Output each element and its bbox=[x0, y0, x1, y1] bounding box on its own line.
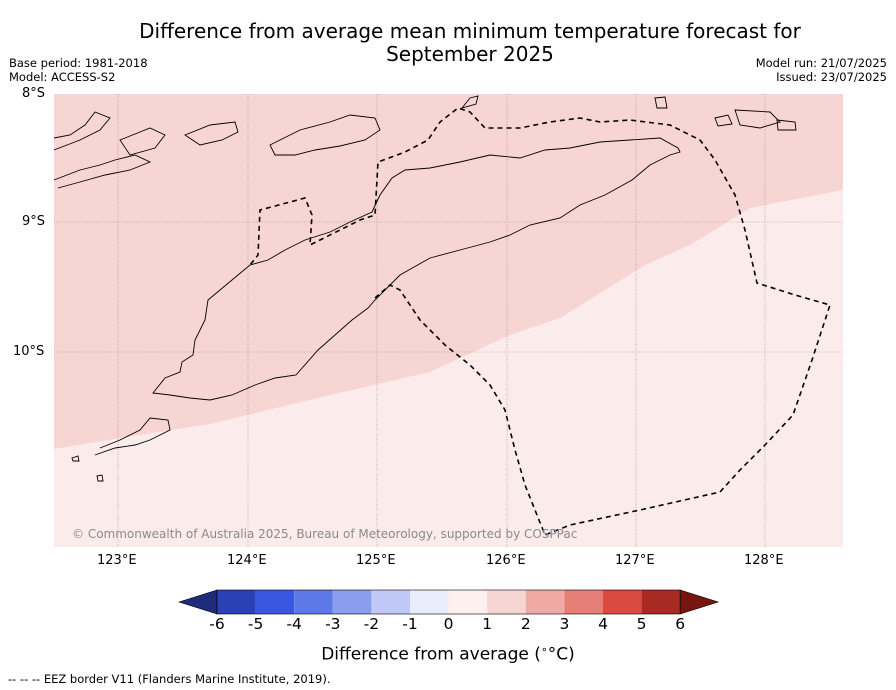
colorbar-label-unit: °C) bbox=[547, 644, 575, 665]
lat-label-9s: 9°S bbox=[22, 214, 46, 229]
babar-coastline bbox=[654, 96, 668, 109]
wetar-coastline bbox=[269, 114, 381, 156]
colorbar-segment bbox=[217, 590, 256, 614]
eez-borders bbox=[249, 107, 832, 537]
lon-label-126e: 126°E bbox=[486, 553, 526, 568]
pantar-coastline bbox=[119, 127, 166, 156]
base-period-info: Base period: 1981-2018 Model: ACCESS-S2 bbox=[9, 56, 148, 84]
title-line-1: Difference from average mean minimum tem… bbox=[139, 19, 801, 43]
colorbar-segment bbox=[603, 590, 642, 614]
lon-label-128e: 128°E bbox=[744, 553, 784, 568]
colorbar-segment bbox=[525, 590, 565, 614]
colorbar-tick-label: -2 bbox=[363, 615, 380, 633]
colorbar-tick-label: 4 bbox=[598, 615, 608, 633]
timor-coastline bbox=[152, 137, 681, 401]
small-island-2 bbox=[714, 114, 733, 127]
colorbar-tick-label: -4 bbox=[286, 615, 302, 633]
colorbar-tick-label: -3 bbox=[325, 615, 341, 633]
rote-coastline bbox=[94, 417, 171, 456]
colorbar-segment bbox=[448, 590, 488, 614]
colorbar-border bbox=[216, 589, 681, 615]
colorbar-tick-label: 6 bbox=[675, 615, 686, 633]
copyright-notice: © Commonwealth of Australia 2025, Bureau… bbox=[72, 527, 578, 541]
eez-border-timor-leste bbox=[249, 107, 832, 537]
colorbar-extend-low bbox=[178, 589, 218, 615]
small-island-1 bbox=[460, 95, 479, 109]
colorbar-tick-label: 5 bbox=[636, 615, 647, 633]
small-island-4 bbox=[96, 474, 104, 482]
lat-label-8s: 8°S bbox=[22, 86, 46, 101]
colorbar-segment bbox=[564, 590, 603, 614]
small-island-3 bbox=[776, 119, 797, 131]
map-title: Difference from average mean minimum tem… bbox=[95, 20, 845, 66]
colorbar-tick-label: -1 bbox=[402, 615, 418, 633]
eez-footnote: -- -- -- EEZ border V11 (Flanders Marine… bbox=[8, 672, 331, 686]
colorbar-tick-label: 0 bbox=[443, 615, 454, 633]
gridlines bbox=[54, 94, 843, 547]
alor-coastline bbox=[184, 121, 239, 146]
colorbar bbox=[178, 589, 720, 615]
model-run-text: Model run: 21/07/2025 bbox=[755, 56, 887, 70]
lon-label-125e: 125°E bbox=[356, 553, 396, 568]
flores-coastline bbox=[53, 111, 111, 151]
tanimbar-coastline bbox=[734, 109, 781, 129]
issued-text: Issued: 23/07/2025 bbox=[776, 70, 887, 84]
lon-label-127e: 127°E bbox=[615, 553, 655, 568]
lon-label-123e: 123°E bbox=[97, 553, 137, 568]
colorbar-tick-label: 2 bbox=[520, 615, 531, 633]
colorbar-tick-label: 1 bbox=[482, 615, 493, 633]
coastlines bbox=[53, 95, 797, 482]
colorbar-label: Difference from average (∘°C) bbox=[321, 643, 575, 665]
title-line-2: September 2025 bbox=[386, 42, 554, 66]
colorbar-segment bbox=[487, 590, 526, 614]
band-1-to-2 bbox=[54, 94, 843, 449]
model-run-info: Model run: 21/07/2025 Issued: 23/07/2025 bbox=[756, 56, 887, 84]
colorbar-label-text: Difference from average ( bbox=[321, 644, 541, 665]
colorbar-tick-label: 3 bbox=[559, 615, 570, 633]
flores-south bbox=[53, 154, 152, 189]
lon-label-124e: 124°E bbox=[227, 553, 267, 568]
colorbar-segment bbox=[641, 590, 681, 614]
colorbar-extend-high bbox=[679, 589, 720, 615]
savu-coastline bbox=[71, 455, 80, 462]
model-text: Model: ACCESS-S2 bbox=[9, 70, 116, 84]
colorbar-tick-label: -6 bbox=[209, 615, 225, 633]
colorbar-segment bbox=[332, 590, 372, 614]
base-period-text: Base period: 1981-2018 bbox=[9, 56, 148, 70]
colorbar-tick-label: -5 bbox=[247, 615, 264, 633]
colorbar-segment bbox=[371, 590, 410, 614]
colorbar-segment bbox=[410, 590, 449, 614]
lat-label-10s: 10°S bbox=[13, 344, 45, 359]
colorbar-segment bbox=[255, 590, 295, 614]
colorbar-segment bbox=[294, 590, 333, 614]
